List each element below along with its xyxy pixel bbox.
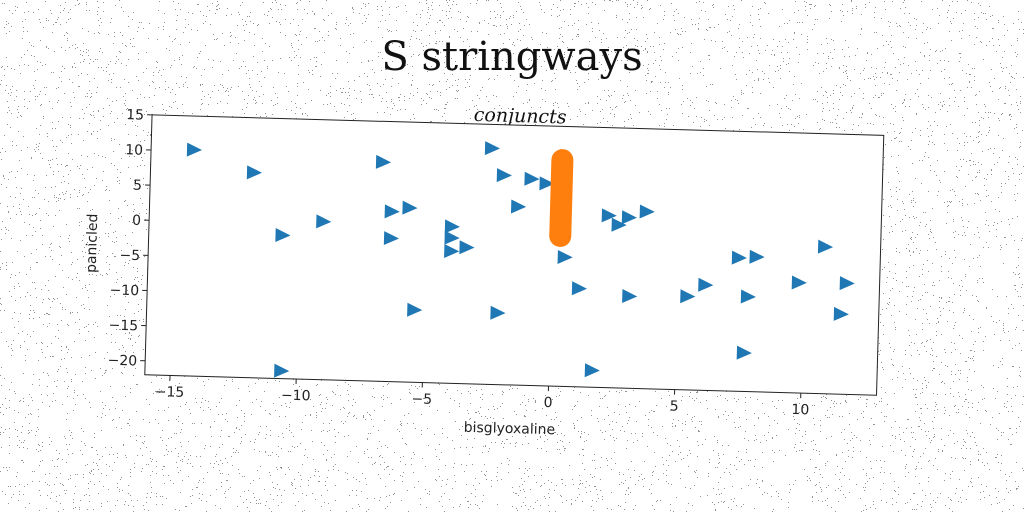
data-point xyxy=(402,200,418,215)
data-point xyxy=(584,363,600,378)
y-tick-label: 15 xyxy=(126,107,144,123)
data-point xyxy=(749,249,765,264)
data-point xyxy=(490,305,506,320)
data-marks xyxy=(186,141,855,378)
data-point xyxy=(246,165,262,180)
data-point xyxy=(407,302,423,317)
y-tick-label: 5 xyxy=(133,178,142,194)
data-point xyxy=(444,230,460,245)
plot-area xyxy=(144,114,884,396)
data-point xyxy=(639,204,655,219)
y-axis: 15 10 5 0 −5 −10 −15 −20 xyxy=(107,107,153,370)
y-tick-label: 10 xyxy=(125,142,143,158)
data-point xyxy=(698,277,714,292)
data-point xyxy=(833,306,849,321)
data-point xyxy=(444,219,460,234)
x-tick-label: −15 xyxy=(155,384,185,401)
data-point xyxy=(557,249,573,264)
data-point xyxy=(611,217,627,232)
x-tick-label: −5 xyxy=(411,391,432,408)
data-point xyxy=(186,142,202,157)
x-tick-label: 5 xyxy=(669,398,678,414)
x-tick-label: 10 xyxy=(791,402,809,418)
data-point xyxy=(817,239,834,254)
x-axis-label: bisglyoxaline xyxy=(464,420,556,439)
x-tick-label: −10 xyxy=(281,388,311,405)
data-point xyxy=(274,363,290,378)
data-point xyxy=(510,199,527,214)
data-point xyxy=(444,243,460,258)
y-tick-label: −5 xyxy=(119,248,140,265)
data-point xyxy=(680,289,696,304)
x-axis: −15 −10 −5 0 5 10 xyxy=(155,375,809,418)
plot-frame xyxy=(144,114,885,396)
data-point xyxy=(622,289,638,304)
data-point xyxy=(275,228,291,243)
data-point xyxy=(736,345,752,360)
data-point xyxy=(539,176,555,191)
y-tick-label: −10 xyxy=(109,282,139,299)
data-point xyxy=(496,168,512,183)
data-point xyxy=(459,240,475,255)
data-point xyxy=(791,275,807,290)
data-point xyxy=(731,250,747,265)
data-point xyxy=(740,289,756,304)
data-point xyxy=(383,231,400,246)
data-point xyxy=(524,171,540,186)
x-tick-label: 0 xyxy=(543,395,552,411)
data-point xyxy=(621,210,637,225)
data-point xyxy=(601,208,617,223)
data-point xyxy=(571,281,587,296)
series-line xyxy=(549,149,574,247)
figure-title: S stringways xyxy=(381,34,643,80)
data-point xyxy=(384,204,400,219)
y-axis-label: panicled xyxy=(84,213,102,273)
y-tick-label: 0 xyxy=(132,213,141,229)
y-tick-label: −15 xyxy=(108,318,138,335)
y-tick-label: −20 xyxy=(107,353,137,370)
data-point xyxy=(375,154,392,169)
data-point xyxy=(484,141,501,156)
data-point xyxy=(316,214,332,229)
data-point xyxy=(839,276,855,291)
